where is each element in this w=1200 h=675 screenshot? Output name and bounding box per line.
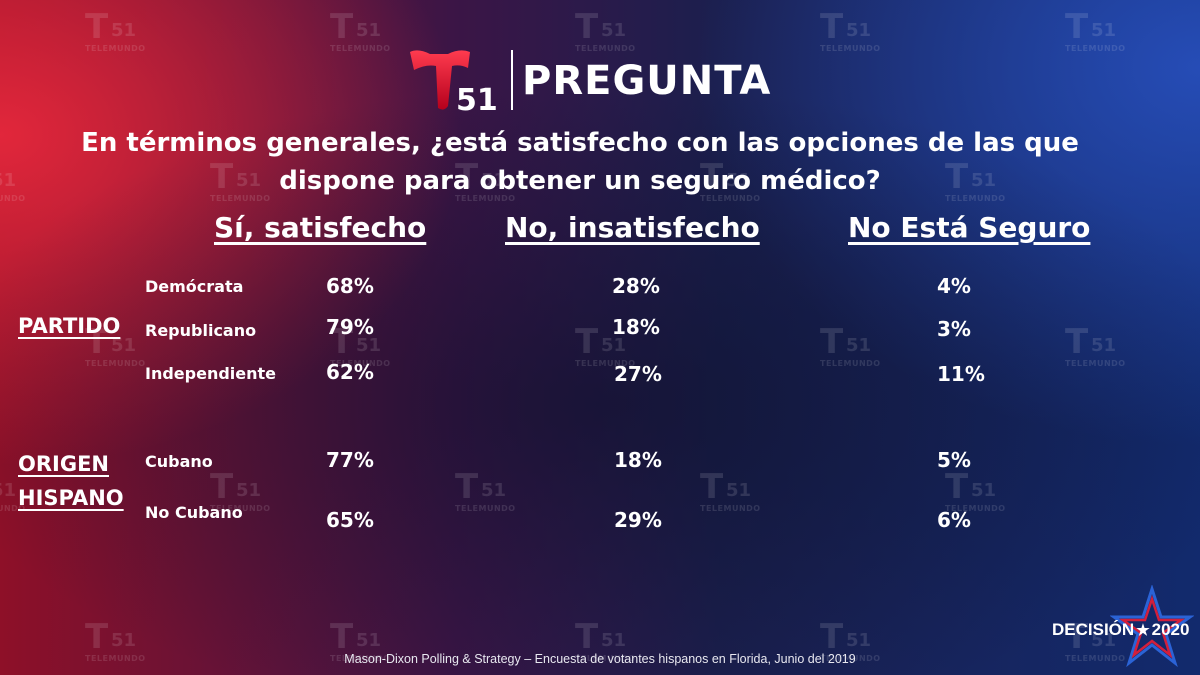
header-divider xyxy=(511,50,513,110)
group-label-partido: PARTIDO xyxy=(18,314,121,338)
value-no-cubano-unsatisfied: 29% xyxy=(614,508,662,532)
value-independiente-satisfied: 62% xyxy=(326,360,374,384)
value-democrata-not-sure: 4% xyxy=(937,274,971,298)
decision-word: DECISIÓN xyxy=(1052,620,1135,639)
group-label-hispano: HISPANO xyxy=(18,486,124,510)
column-header-not-sure: No Está Seguro xyxy=(848,211,1091,244)
value-republicano-not-sure: 3% xyxy=(937,317,971,341)
survey-question: En términos generales, ¿está satisfecho … xyxy=(81,128,1079,196)
value-no-cubano-satisfied: 65% xyxy=(326,508,374,532)
header-label: PREGUNTA xyxy=(522,58,772,104)
value-republicano-unsatisfied: 18% xyxy=(612,315,660,339)
value-cubano-not-sure: 5% xyxy=(937,448,971,472)
value-republicano-satisfied: 79% xyxy=(326,315,374,339)
value-cubano-satisfied: 77% xyxy=(326,448,374,472)
group-label-origen: ORIGEN xyxy=(18,452,109,476)
value-no-cubano-not-sure: 6% xyxy=(937,508,971,532)
row-label-independiente: Independiente xyxy=(145,364,277,383)
decision-star-icon xyxy=(1110,585,1194,668)
logo-number: 51 xyxy=(456,83,498,114)
value-independiente-not-sure: 11% xyxy=(937,362,985,386)
decision-year: 2020 xyxy=(1151,620,1190,639)
row-label-cubano: Cubano xyxy=(145,452,213,471)
telemundo-logo: 51 xyxy=(410,50,498,114)
star-icon: ★ xyxy=(1136,622,1150,639)
row-label-democrata: Demócrata xyxy=(145,277,244,296)
decision-2020-logo: DECISIÓN ★ 2020 xyxy=(1052,620,1189,640)
footer-source: Mason-Dixon Polling & Strategy – Encuest… xyxy=(344,652,856,666)
value-cubano-unsatisfied: 18% xyxy=(614,448,662,472)
row-label-no-cubano: No Cubano xyxy=(145,503,243,522)
value-democrata-satisfied: 68% xyxy=(326,274,374,298)
value-independiente-unsatisfied: 27% xyxy=(614,362,662,386)
column-header-unsatisfied: No, insatisfecho xyxy=(505,211,760,244)
row-label-republicano: Republicano xyxy=(145,321,257,340)
value-democrata-unsatisfied: 28% xyxy=(612,274,660,298)
column-header-satisfied: Sí, satisfecho xyxy=(214,211,427,244)
